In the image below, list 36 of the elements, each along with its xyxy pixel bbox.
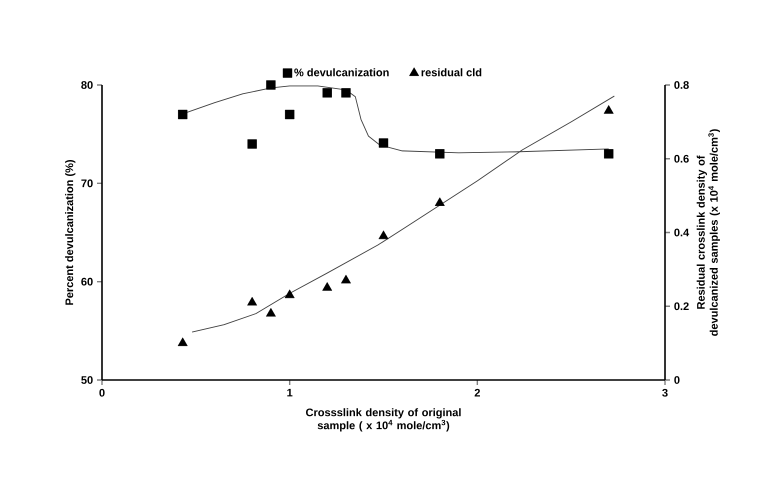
x-tick-label: 3: [662, 388, 668, 397]
point: [322, 282, 332, 291]
point: [341, 88, 351, 98]
y2-tick-label: 0.2: [674, 302, 689, 310]
x-tick-label: 2: [474, 388, 480, 397]
point: [435, 149, 445, 159]
point: [378, 230, 388, 240]
point: [266, 80, 276, 90]
point: [178, 110, 188, 120]
x-axis-title: Crossslink density of original sample ( x 10$^{4}$ mole/cm$^{3}$): [306, 408, 461, 432]
legend-label: % devulcanization: [294, 68, 389, 76]
y-tick-label: 80: [81, 81, 93, 89]
point: [178, 337, 188, 346]
y2-tick-label: 0.4: [674, 228, 690, 236]
point: [378, 138, 388, 148]
y-tick-label: 70: [81, 179, 93, 188]
point: [247, 139, 257, 149]
x-tick-label: 0: [99, 388, 105, 397]
x-tick-label: 1: [287, 388, 292, 396]
y2-tick-label: 0.8: [674, 81, 689, 89]
point: [266, 308, 276, 317]
point: [322, 88, 332, 98]
y-tick-label: 50: [81, 376, 93, 384]
y2-tick-label: 0.6: [674, 154, 689, 163]
legend-label: residual cld: [422, 68, 482, 76]
point: [434, 197, 445, 206]
point: [284, 289, 295, 298]
point: [284, 110, 294, 120]
point: [604, 149, 614, 159]
y2-axis-title: Residual crosslink density of devulcanized samples (x 10$^{4}$ mole/cm$^{3}$): [696, 129, 720, 336]
y-tick-label: 60: [81, 278, 93, 286]
point: [341, 274, 351, 284]
point: [247, 296, 258, 306]
y-axis-title: Percent devulcanization (%): [65, 160, 76, 305]
y2-tick-label: 0: [674, 376, 680, 384]
point: [604, 105, 614, 114]
